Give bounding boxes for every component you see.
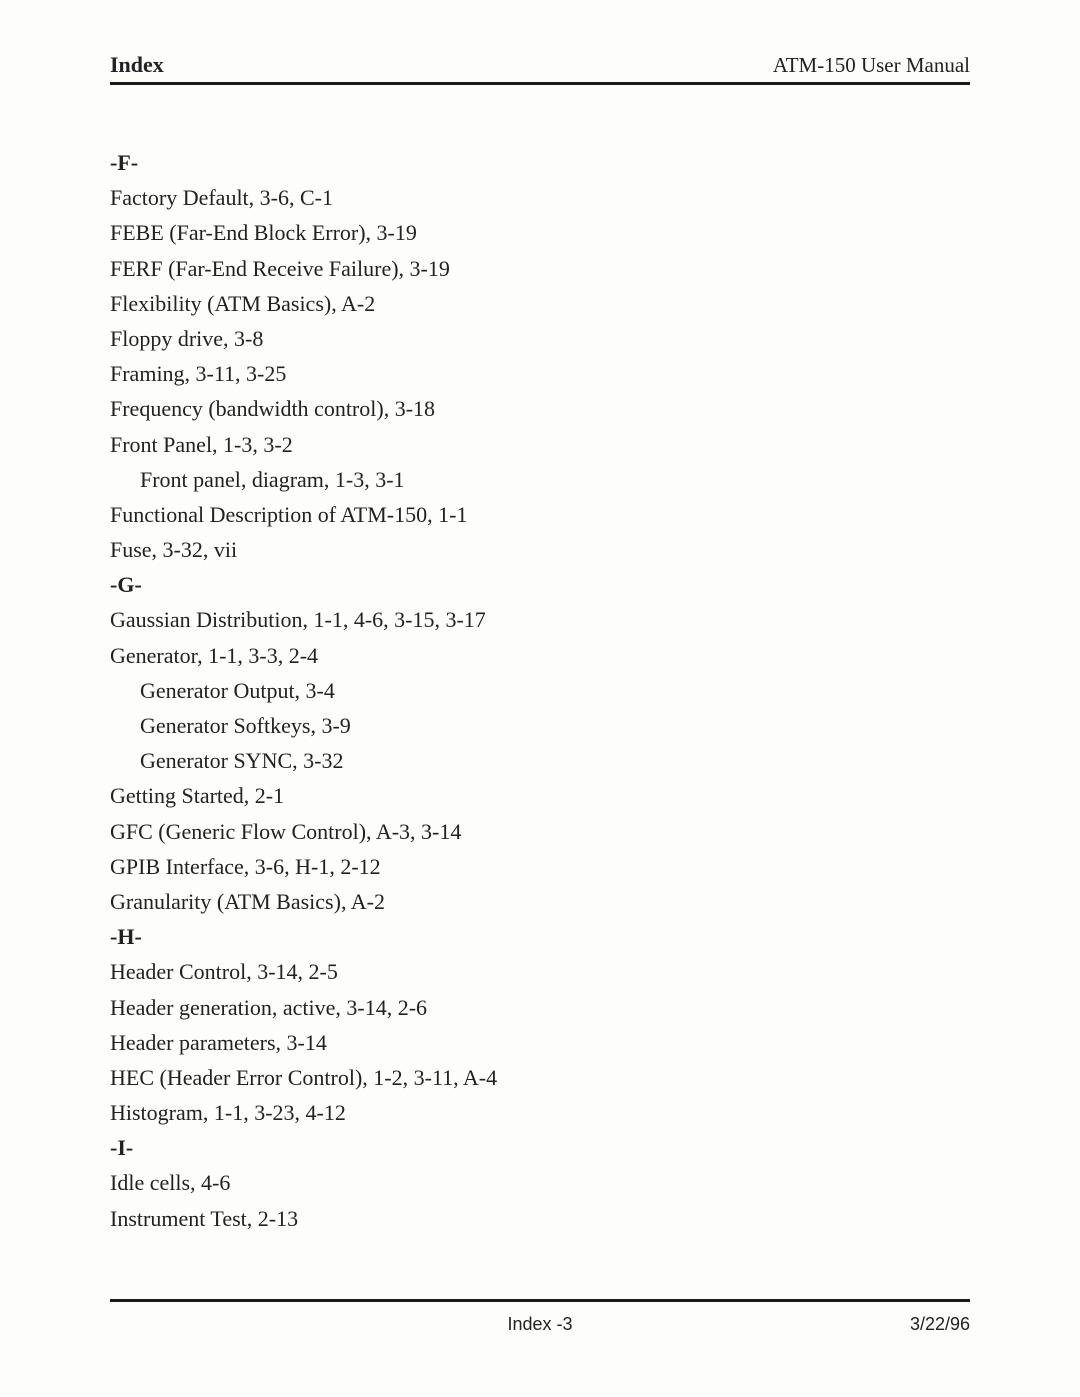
- index-entry: Header Control, 3-14, 2-5: [110, 954, 970, 989]
- index-entry: FEBE (Far-End Block Error), 3-19: [110, 215, 970, 250]
- index-subentry: Generator Softkeys, 3-9: [110, 708, 970, 743]
- index-entry: Floppy drive, 3-8: [110, 321, 970, 356]
- header-left: Index: [110, 52, 164, 78]
- index-entry: HEC (Header Error Control), 1-2, 3-11, A…: [110, 1060, 970, 1095]
- index-entry: Generator, 1-1, 3-3, 2-4: [110, 638, 970, 673]
- index-subentry: Generator Output, 3-4: [110, 673, 970, 708]
- index-entry: Header generation, active, 3-14, 2-6: [110, 990, 970, 1025]
- page: Index ATM-150 User Manual -F- Factory De…: [0, 0, 1080, 1397]
- index-entry: Flexibility (ATM Basics), A-2: [110, 286, 970, 321]
- footer-rule: [110, 1299, 970, 1302]
- index-entry: Gaussian Distribution, 1-1, 4-6, 3-15, 3…: [110, 602, 970, 637]
- index-entry: GPIB Interface, 3-6, H-1, 2-12: [110, 849, 970, 884]
- index-entry: Frequency (bandwidth control), 3-18: [110, 391, 970, 426]
- index-entry: Idle cells, 4-6: [110, 1165, 970, 1200]
- index-subentry: Generator SYNC, 3-32: [110, 743, 970, 778]
- index-subentry: Front panel, diagram, 1-3, 3-1: [110, 462, 970, 497]
- header-bar: Index ATM-150 User Manual: [110, 52, 970, 85]
- section-letter-g: -G-: [110, 567, 970, 602]
- footer-center: Index -3: [110, 1314, 970, 1335]
- index-entry: FERF (Far-End Receive Failure), 3-19: [110, 251, 970, 286]
- section-letter-h: -H-: [110, 919, 970, 954]
- index-entry: Granularity (ATM Basics), A-2: [110, 884, 970, 919]
- index-entry: Front Panel, 1-3, 3-2: [110, 427, 970, 462]
- index-entry: Functional Description of ATM-150, 1-1: [110, 497, 970, 532]
- index-content: -F- Factory Default, 3-6, C-1 FEBE (Far-…: [110, 145, 970, 1236]
- section-letter-i: -I-: [110, 1130, 970, 1165]
- index-entry: Fuse, 3-32, vii: [110, 532, 970, 567]
- index-entry: Framing, 3-11, 3-25: [110, 356, 970, 391]
- section-letter-f: -F-: [110, 145, 970, 180]
- index-entry: GFC (Generic Flow Control), A-3, 3-14: [110, 814, 970, 849]
- header-right: ATM-150 User Manual: [773, 53, 970, 78]
- index-entry: Getting Started, 2-1: [110, 778, 970, 813]
- index-entry: Histogram, 1-1, 3-23, 4-12: [110, 1095, 970, 1130]
- footer-bar: Index -3 3/22/96: [110, 1314, 970, 1335]
- index-entry: Header parameters, 3-14: [110, 1025, 970, 1060]
- index-entry: Factory Default, 3-6, C-1: [110, 180, 970, 215]
- index-entry: Instrument Test, 2-13: [110, 1201, 970, 1236]
